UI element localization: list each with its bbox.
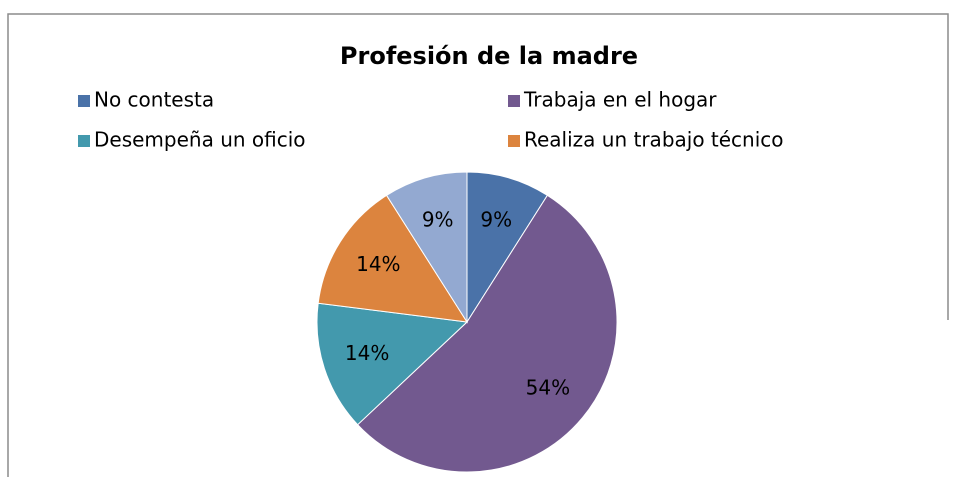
legend-label: No contesta — [94, 88, 214, 112]
legend-swatch — [508, 135, 520, 147]
chart-title: Profesión de la madre — [340, 42, 638, 70]
legend-label: Trabaja en el hogar — [523, 88, 717, 112]
data-label: 9% — [480, 208, 512, 232]
legend-swatch — [78, 95, 90, 107]
legend-label: Realiza un trabajo técnico — [524, 128, 784, 152]
legend-swatch — [508, 95, 520, 107]
pie-slice — [466, 171, 549, 324]
pie-slice — [317, 194, 468, 323]
chart-frame — [7, 13, 949, 477]
data-label: 54% — [526, 375, 570, 399]
pie-slice — [356, 194, 618, 473]
legend-label: Desempeña un oficio — [94, 128, 306, 152]
data-label: 9% — [422, 208, 454, 232]
pie-slice — [385, 171, 468, 324]
data-label: 14% — [356, 252, 400, 276]
data-label: 14% — [345, 341, 389, 365]
pie-slice — [316, 302, 469, 426]
legend-swatch — [78, 135, 90, 147]
